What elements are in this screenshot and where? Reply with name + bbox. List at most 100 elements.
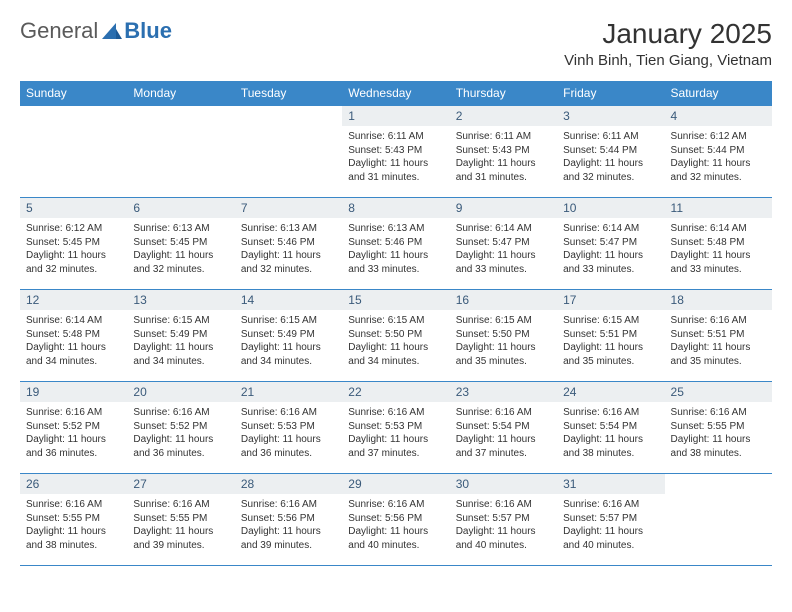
day-number: 2 xyxy=(450,106,557,126)
calendar-week-row: 26Sunrise: 6:16 AMSunset: 5:55 PMDayligh… xyxy=(20,474,772,566)
day-details: Sunrise: 6:14 AMSunset: 5:47 PMDaylight:… xyxy=(450,218,557,280)
day-details: Sunrise: 6:14 AMSunset: 5:47 PMDaylight:… xyxy=(557,218,664,280)
location: Vinh Binh, Tien Giang, Vietnam xyxy=(564,52,772,69)
logo: General Blue xyxy=(20,18,172,44)
calendar-cell: 18Sunrise: 6:16 AMSunset: 5:51 PMDayligh… xyxy=(665,290,772,382)
day-details: Sunrise: 6:16 AMSunset: 5:52 PMDaylight:… xyxy=(20,402,127,464)
calendar-cell: 16Sunrise: 6:15 AMSunset: 5:50 PMDayligh… xyxy=(450,290,557,382)
calendar-cell: 29Sunrise: 6:16 AMSunset: 5:56 PMDayligh… xyxy=(342,474,449,566)
day-details: Sunrise: 6:11 AMSunset: 5:44 PMDaylight:… xyxy=(557,126,664,188)
calendar-cell xyxy=(20,106,127,198)
day-number: 6 xyxy=(127,198,234,218)
logo-triangle-icon xyxy=(102,23,122,39)
day-number: 8 xyxy=(342,198,449,218)
calendar-cell: 26Sunrise: 6:16 AMSunset: 5:55 PMDayligh… xyxy=(20,474,127,566)
day-details: Sunrise: 6:16 AMSunset: 5:55 PMDaylight:… xyxy=(127,494,234,556)
day-number: 19 xyxy=(20,382,127,402)
day-details: Sunrise: 6:16 AMSunset: 5:57 PMDaylight:… xyxy=(557,494,664,556)
day-number: 20 xyxy=(127,382,234,402)
day-details: Sunrise: 6:16 AMSunset: 5:52 PMDaylight:… xyxy=(127,402,234,464)
calendar-cell: 27Sunrise: 6:16 AMSunset: 5:55 PMDayligh… xyxy=(127,474,234,566)
day-number: 7 xyxy=(235,198,342,218)
calendar-cell: 2Sunrise: 6:11 AMSunset: 5:43 PMDaylight… xyxy=(450,106,557,198)
month-title: January 2025 xyxy=(564,18,772,50)
day-number: 5 xyxy=(20,198,127,218)
day-details: Sunrise: 6:13 AMSunset: 5:45 PMDaylight:… xyxy=(127,218,234,280)
day-number: 21 xyxy=(235,382,342,402)
calendar-cell xyxy=(665,474,772,566)
day-number: 29 xyxy=(342,474,449,494)
day-of-week-header: Wednesday xyxy=(342,81,449,106)
calendar-cell: 19Sunrise: 6:16 AMSunset: 5:52 PMDayligh… xyxy=(20,382,127,474)
day-of-week-header: Thursday xyxy=(450,81,557,106)
day-of-week-header: Saturday xyxy=(665,81,772,106)
calendar-week-row: 19Sunrise: 6:16 AMSunset: 5:52 PMDayligh… xyxy=(20,382,772,474)
day-details: Sunrise: 6:16 AMSunset: 5:51 PMDaylight:… xyxy=(665,310,772,372)
calendar-cell xyxy=(235,106,342,198)
calendar-cell: 14Sunrise: 6:15 AMSunset: 5:49 PMDayligh… xyxy=(235,290,342,382)
day-of-week-header: Tuesday xyxy=(235,81,342,106)
calendar-cell: 30Sunrise: 6:16 AMSunset: 5:57 PMDayligh… xyxy=(450,474,557,566)
day-number: 27 xyxy=(127,474,234,494)
day-details: Sunrise: 6:16 AMSunset: 5:53 PMDaylight:… xyxy=(342,402,449,464)
calendar-table: SundayMondayTuesdayWednesdayThursdayFrid… xyxy=(20,81,772,566)
day-number: 24 xyxy=(557,382,664,402)
day-details: Sunrise: 6:16 AMSunset: 5:54 PMDaylight:… xyxy=(557,402,664,464)
calendar-body: 1Sunrise: 6:11 AMSunset: 5:43 PMDaylight… xyxy=(20,106,772,566)
logo-text-general: General xyxy=(20,18,98,44)
day-number: 26 xyxy=(20,474,127,494)
day-number: 30 xyxy=(450,474,557,494)
day-details: Sunrise: 6:16 AMSunset: 5:54 PMDaylight:… xyxy=(450,402,557,464)
calendar-cell: 17Sunrise: 6:15 AMSunset: 5:51 PMDayligh… xyxy=(557,290,664,382)
calendar-cell: 9Sunrise: 6:14 AMSunset: 5:47 PMDaylight… xyxy=(450,198,557,290)
day-number: 17 xyxy=(557,290,664,310)
day-number: 25 xyxy=(665,382,772,402)
day-number: 15 xyxy=(342,290,449,310)
calendar-cell: 20Sunrise: 6:16 AMSunset: 5:52 PMDayligh… xyxy=(127,382,234,474)
calendar-cell: 13Sunrise: 6:15 AMSunset: 5:49 PMDayligh… xyxy=(127,290,234,382)
day-number: 13 xyxy=(127,290,234,310)
day-number: 11 xyxy=(665,198,772,218)
day-details: Sunrise: 6:12 AMSunset: 5:44 PMDaylight:… xyxy=(665,126,772,188)
calendar-cell: 6Sunrise: 6:13 AMSunset: 5:45 PMDaylight… xyxy=(127,198,234,290)
day-number: 4 xyxy=(665,106,772,126)
day-number: 3 xyxy=(557,106,664,126)
calendar-cell xyxy=(127,106,234,198)
day-number: 16 xyxy=(450,290,557,310)
calendar-week-row: 5Sunrise: 6:12 AMSunset: 5:45 PMDaylight… xyxy=(20,198,772,290)
calendar-cell: 11Sunrise: 6:14 AMSunset: 5:48 PMDayligh… xyxy=(665,198,772,290)
day-details: Sunrise: 6:15 AMSunset: 5:50 PMDaylight:… xyxy=(450,310,557,372)
day-details: Sunrise: 6:15 AMSunset: 5:51 PMDaylight:… xyxy=(557,310,664,372)
day-details: Sunrise: 6:16 AMSunset: 5:57 PMDaylight:… xyxy=(450,494,557,556)
calendar-cell: 3Sunrise: 6:11 AMSunset: 5:44 PMDaylight… xyxy=(557,106,664,198)
day-details: Sunrise: 6:14 AMSunset: 5:48 PMDaylight:… xyxy=(20,310,127,372)
title-block: January 2025 Vinh Binh, Tien Giang, Viet… xyxy=(564,18,772,69)
day-details: Sunrise: 6:12 AMSunset: 5:45 PMDaylight:… xyxy=(20,218,127,280)
day-details: Sunrise: 6:13 AMSunset: 5:46 PMDaylight:… xyxy=(235,218,342,280)
day-number: 1 xyxy=(342,106,449,126)
day-number: 9 xyxy=(450,198,557,218)
day-details: Sunrise: 6:16 AMSunset: 5:55 PMDaylight:… xyxy=(665,402,772,464)
day-details: Sunrise: 6:16 AMSunset: 5:55 PMDaylight:… xyxy=(20,494,127,556)
calendar-cell: 4Sunrise: 6:12 AMSunset: 5:44 PMDaylight… xyxy=(665,106,772,198)
calendar-cell: 25Sunrise: 6:16 AMSunset: 5:55 PMDayligh… xyxy=(665,382,772,474)
day-number: 22 xyxy=(342,382,449,402)
day-number: 10 xyxy=(557,198,664,218)
calendar-cell: 22Sunrise: 6:16 AMSunset: 5:53 PMDayligh… xyxy=(342,382,449,474)
day-number: 18 xyxy=(665,290,772,310)
calendar-cell: 31Sunrise: 6:16 AMSunset: 5:57 PMDayligh… xyxy=(557,474,664,566)
calendar-week-row: 1Sunrise: 6:11 AMSunset: 5:43 PMDaylight… xyxy=(20,106,772,198)
day-number: 14 xyxy=(235,290,342,310)
calendar-cell: 12Sunrise: 6:14 AMSunset: 5:48 PMDayligh… xyxy=(20,290,127,382)
calendar-cell: 28Sunrise: 6:16 AMSunset: 5:56 PMDayligh… xyxy=(235,474,342,566)
calendar-cell: 24Sunrise: 6:16 AMSunset: 5:54 PMDayligh… xyxy=(557,382,664,474)
logo-text-blue: Blue xyxy=(124,18,172,44)
day-details: Sunrise: 6:11 AMSunset: 5:43 PMDaylight:… xyxy=(450,126,557,188)
day-details: Sunrise: 6:16 AMSunset: 5:53 PMDaylight:… xyxy=(235,402,342,464)
day-details: Sunrise: 6:11 AMSunset: 5:43 PMDaylight:… xyxy=(342,126,449,188)
calendar-week-row: 12Sunrise: 6:14 AMSunset: 5:48 PMDayligh… xyxy=(20,290,772,382)
day-details: Sunrise: 6:16 AMSunset: 5:56 PMDaylight:… xyxy=(342,494,449,556)
calendar-cell: 23Sunrise: 6:16 AMSunset: 5:54 PMDayligh… xyxy=(450,382,557,474)
calendar-cell: 7Sunrise: 6:13 AMSunset: 5:46 PMDaylight… xyxy=(235,198,342,290)
day-details: Sunrise: 6:15 AMSunset: 5:50 PMDaylight:… xyxy=(342,310,449,372)
